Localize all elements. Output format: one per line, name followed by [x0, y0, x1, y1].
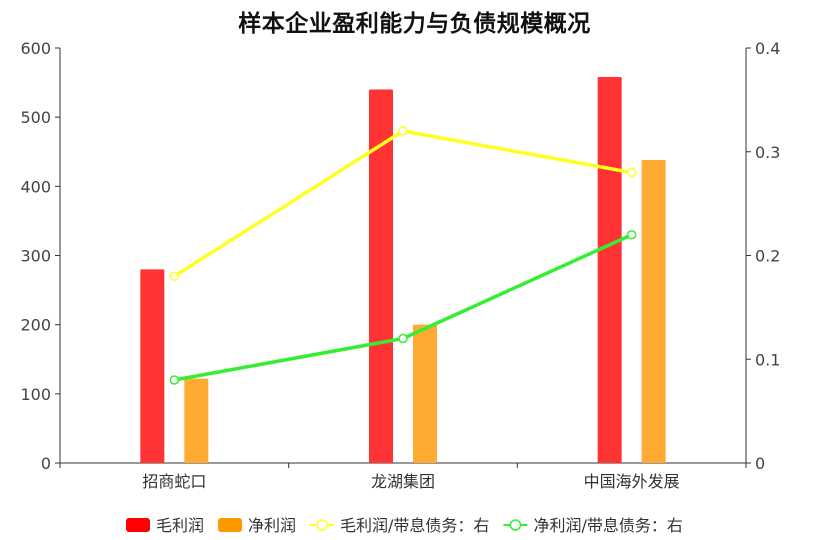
y-left-tick-label: 600 — [20, 39, 51, 58]
y-left-tick-label: 300 — [20, 247, 51, 266]
y-right-tick-label: 0.4 — [755, 39, 780, 58]
y-left-tick-label: 500 — [20, 108, 51, 127]
line-point — [169, 375, 180, 385]
bar-gross-profit — [140, 269, 165, 463]
legend-marker — [316, 519, 328, 531]
bar-net-profit — [641, 160, 666, 464]
x-tick-label: 龙湖集团 — [371, 472, 435, 491]
y-right-tick-label: 0 — [755, 454, 765, 473]
legend-label: 净利润/带息债务：右 — [533, 516, 682, 535]
line-series-1 — [173, 129, 632, 278]
legend-label: 毛利润 — [156, 516, 204, 535]
bar-net-profit — [184, 378, 209, 463]
y-right-tick-label: 0.2 — [755, 247, 780, 266]
y-left-tick-label: 0 — [41, 454, 51, 473]
legend-swatch — [126, 518, 150, 532]
y-right-tick-label: 0.3 — [755, 143, 780, 162]
legend-swatch — [218, 518, 243, 532]
line-series-2 — [174, 233, 633, 382]
line-point — [398, 333, 408, 344]
y-right-tick-label: 0.1 — [755, 350, 780, 369]
line-point — [398, 126, 408, 136]
x-tick-label: 招商蛇口 — [142, 472, 206, 491]
y-left-tick-label: 200 — [20, 316, 51, 335]
legend-label: 净利润 — [248, 516, 296, 535]
legend-marker — [509, 519, 522, 531]
line-point — [169, 271, 180, 281]
bar-net-profit — [413, 324, 437, 463]
legend-label: 毛利润/带息债务：右 — [340, 516, 489, 535]
bar-gross-profit — [369, 89, 393, 463]
bar-gross-profit — [597, 77, 622, 464]
line-point — [626, 167, 637, 178]
y-left-tick-label: 100 — [20, 385, 51, 404]
line-point — [626, 230, 637, 240]
chart-title: 样本企业盈利能力与负债规模概况 — [238, 11, 591, 37]
x-tick-label: 中国海外发展 — [584, 472, 680, 491]
y-left-tick-label: 400 — [20, 177, 51, 196]
